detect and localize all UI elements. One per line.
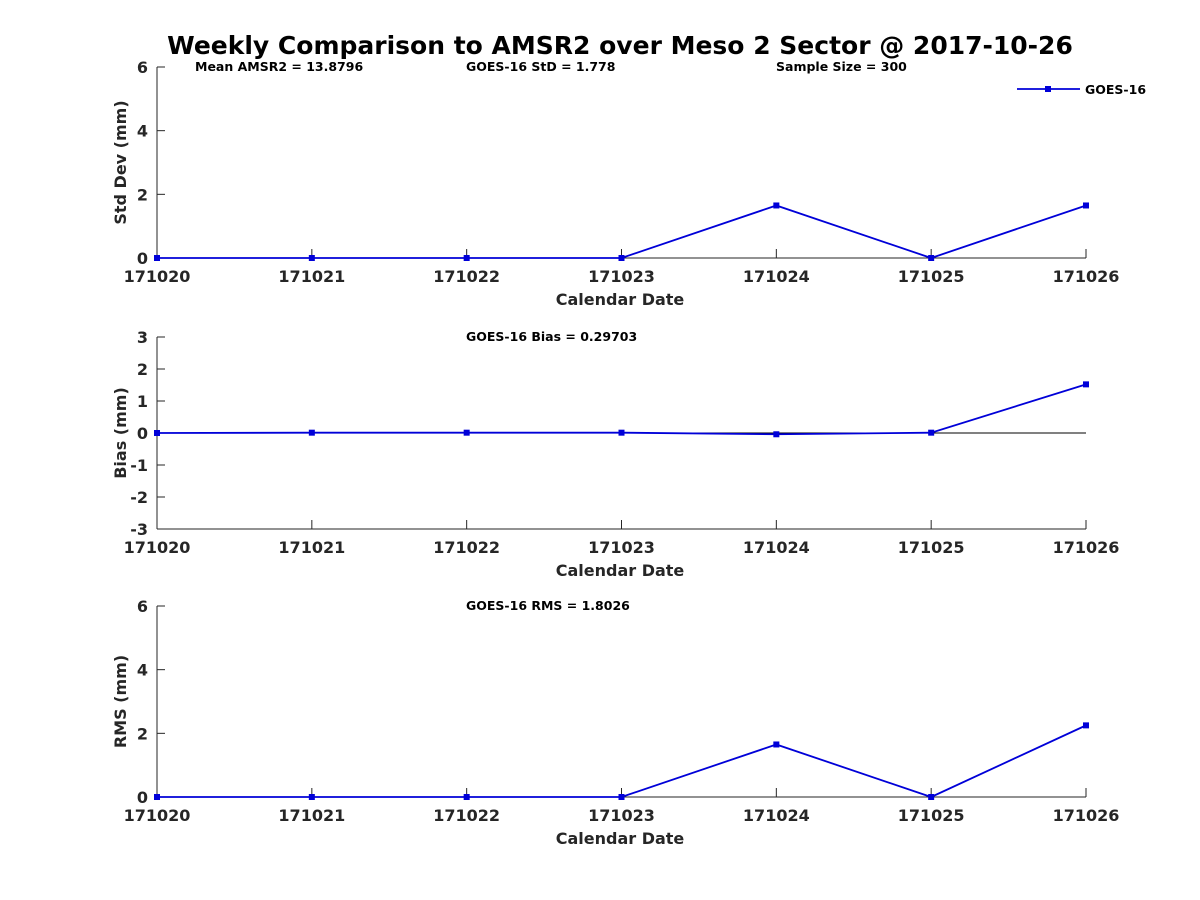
x-tick-label: 171022 — [433, 806, 500, 825]
series-line-goes16 — [156, 383, 1087, 436]
data-point-marker — [463, 794, 470, 800]
data-point-marker — [1083, 722, 1089, 729]
data-point-marker — [154, 255, 160, 261]
x-tick-label: 171024 — [743, 806, 810, 825]
y-tick-label: 6 — [137, 58, 148, 77]
y-tick-label: 0 — [137, 788, 148, 807]
data-point-marker — [154, 430, 160, 436]
data-point-marker — [308, 794, 315, 800]
data-point-marker — [618, 794, 625, 800]
y-tick-label: -3 — [130, 520, 148, 539]
data-point-marker — [463, 429, 470, 436]
data-point-marker — [928, 794, 935, 800]
stat-annotation: GOES-16 StD = 1.778 — [466, 59, 615, 74]
y-tick-label: 0 — [137, 249, 148, 268]
chart-title: Weekly Comparison to AMSR2 over Meso 2 S… — [167, 31, 1073, 60]
data-point-marker — [618, 429, 625, 436]
y-axis-label: Std Dev (mm) — [111, 100, 130, 224]
y-tick-label: -2 — [130, 488, 148, 507]
stat-annotation: GOES-16 Bias = 0.29703 — [466, 329, 637, 344]
data-point-marker — [1083, 202, 1089, 209]
data-point-marker — [308, 429, 315, 436]
x-tick-label: 171020 — [124, 538, 191, 557]
y-axis-label: Bias (mm) — [111, 387, 130, 479]
x-tick-label: 171025 — [898, 538, 965, 557]
data-point-marker — [308, 255, 315, 261]
x-tick-label: 171020 — [124, 267, 191, 286]
data-point-marker — [154, 794, 160, 800]
y-axis-label: RMS (mm) — [111, 655, 130, 748]
x-tick-label: 171025 — [898, 806, 965, 825]
x-tick-label: 171026 — [1053, 806, 1120, 825]
y-tick-label: 0 — [137, 424, 148, 443]
x-tick-label: 171022 — [433, 267, 500, 286]
x-tick-label: 171026 — [1053, 267, 1120, 286]
y-tick-label: 2 — [137, 360, 148, 379]
y-tick-label: 4 — [137, 122, 148, 141]
data-point-marker — [773, 202, 780, 209]
y-tick-label: 4 — [137, 661, 148, 680]
y-tick-label: 3 — [137, 328, 148, 347]
stat-annotation: GOES-16 RMS = 1.8026 — [466, 598, 630, 613]
y-tick-label: 1 — [137, 392, 148, 411]
x-tick-label: 171023 — [588, 806, 655, 825]
data-point-marker — [618, 255, 625, 261]
x-tick-label: 171020 — [124, 806, 191, 825]
x-tick-label: 171024 — [743, 538, 810, 557]
data-point-marker — [773, 741, 780, 748]
x-tick-label: 171021 — [278, 806, 345, 825]
x-tick-label: 171022 — [433, 538, 500, 557]
x-tick-label: 171023 — [588, 267, 655, 286]
stat-annotation: Mean AMSR2 = 13.8796 — [195, 59, 363, 74]
x-tick-label: 171024 — [743, 267, 810, 286]
data-point-marker — [1083, 381, 1089, 388]
data-point-marker — [928, 255, 935, 261]
stat-annotation: Sample Size = 300 — [776, 59, 907, 74]
x-axis-label: Calendar Date — [556, 290, 685, 309]
x-axis-label: Calendar Date — [556, 829, 685, 848]
legend-label: GOES-16 — [1085, 82, 1146, 97]
y-tick-label: 2 — [137, 724, 148, 743]
series-line-goes16 — [157, 724, 1087, 798]
y-tick-label: -1 — [130, 456, 148, 475]
legend-marker — [1045, 86, 1051, 92]
x-tick-label: 171023 — [588, 538, 655, 557]
x-tick-label: 171025 — [898, 267, 965, 286]
x-tick-label: 171021 — [278, 267, 345, 286]
x-axis-label: Calendar Date — [556, 561, 685, 580]
data-point-marker — [463, 255, 470, 261]
y-tick-label: 2 — [137, 185, 148, 204]
x-tick-label: 171021 — [278, 538, 345, 557]
y-tick-label: 6 — [137, 597, 148, 616]
x-tick-label: 171026 — [1053, 538, 1120, 557]
data-point-marker — [928, 429, 935, 436]
data-point-marker — [773, 431, 780, 438]
